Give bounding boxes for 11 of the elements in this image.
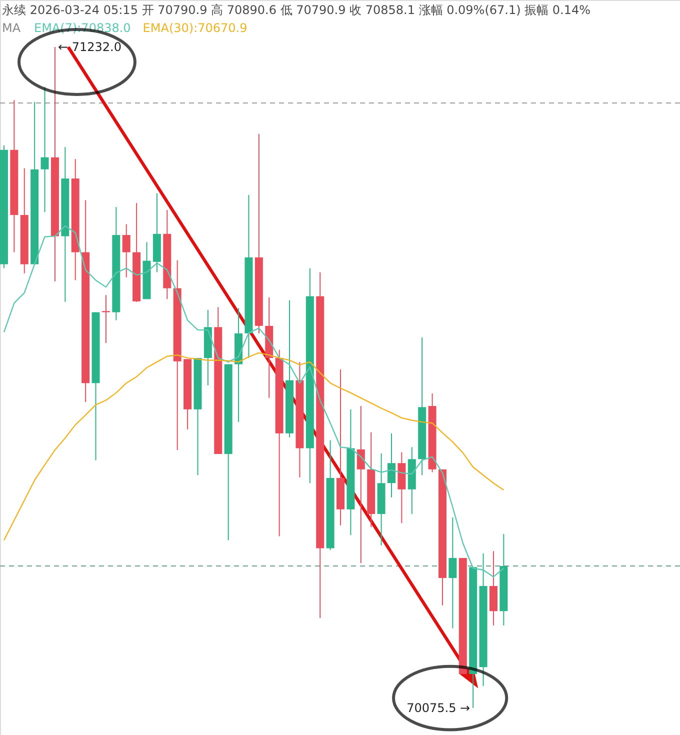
text: EMA(7):70838.0 [34, 21, 131, 35]
chart-title: 永续 2026-03-24 05:15 开 70790.9 高 70890.6 低 70790.9 收 70858.1 涨幅 0.09%(67.1) 振幅 0.14% [2, 3, 591, 17]
text: MA [2, 21, 22, 35]
candlestick [40, 86, 49, 213]
annotation: ← 71232.0 [58, 40, 122, 54]
candlestick [387, 432, 396, 498]
candlestick [356, 405, 365, 564]
candlestick [448, 516, 457, 629]
candlestick [122, 224, 130, 278]
annotation: 70075.5 → [406, 701, 470, 716]
text: EMA(30):70670.9 [142, 21, 248, 35]
